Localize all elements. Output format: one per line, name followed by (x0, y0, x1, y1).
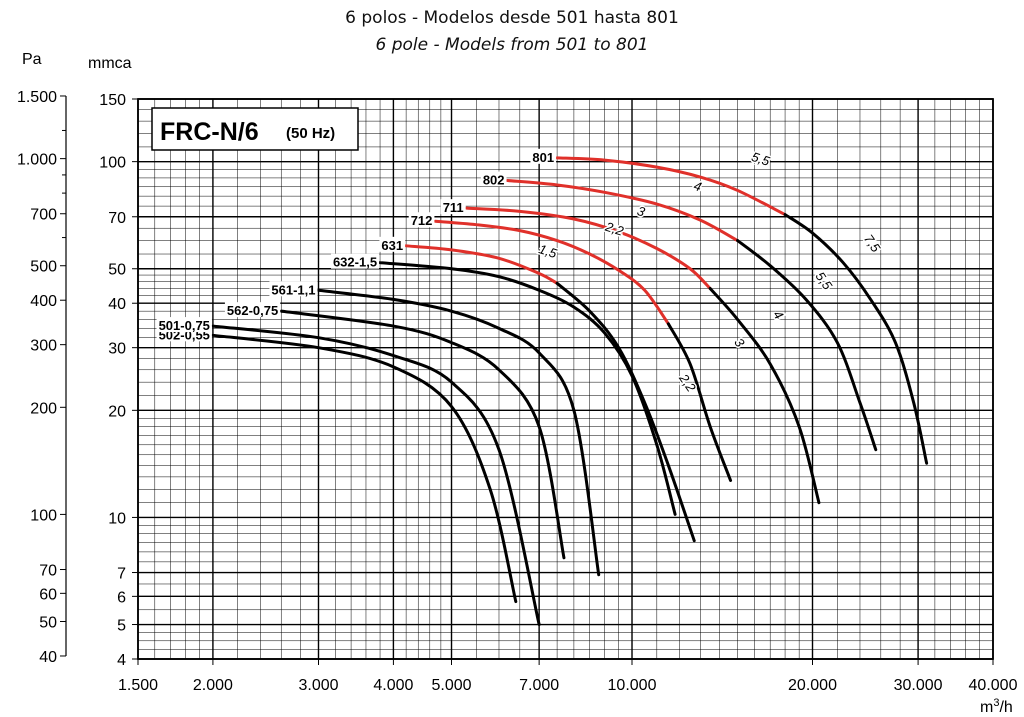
y-tick-label-mmca: 40 (108, 296, 126, 313)
x-tick-label: 3.000 (298, 677, 338, 694)
series-curve-711 (465, 206, 821, 505)
x-tick-label: 1.500 (118, 677, 158, 694)
power-label: 5,5 (750, 149, 773, 169)
chart-title: 6 polos - Modelos desde 501 hasta 801 (345, 8, 679, 28)
curve-segment-optimal (404, 244, 559, 285)
curve-segment (666, 322, 733, 482)
curve-segment (736, 239, 878, 452)
power-label: 4 (692, 178, 704, 195)
power-label: 7,5 (861, 232, 884, 256)
series-curve-802 (506, 179, 878, 452)
series-label-bg (330, 253, 380, 269)
y-tick-label-pa: 700 (30, 207, 57, 224)
curve-segment-optimal (555, 156, 787, 217)
series-curve-801 (555, 156, 929, 465)
curve-segment-optimal (465, 206, 712, 290)
x-tick-label: 2.000 (193, 677, 233, 694)
series-label-bg (224, 302, 281, 318)
y-tick-label-pa: 300 (30, 338, 57, 355)
series-curve-561-1,1 (316, 288, 601, 577)
y-tick-label-mmca: 150 (99, 92, 126, 109)
y-tick-label-mmca: 6 (117, 589, 126, 606)
series-label-bg (269, 281, 318, 297)
y-tick-label-pa: 40 (39, 649, 57, 666)
series-curve-501-0,75 (211, 324, 541, 627)
series-label: 802 (483, 173, 505, 188)
y-tick-label-pa: 400 (30, 293, 57, 310)
y-tick-label-pa: 1.500 (17, 89, 57, 106)
x-tick-label: 10.000 (608, 677, 657, 694)
series-label: 801 (532, 150, 554, 165)
x-tick-label: 5.000 (431, 677, 471, 694)
series-curve-632-1,5 (378, 261, 677, 516)
y-tick-label-pa: 70 (39, 563, 57, 580)
curve-segment-optimal (506, 179, 740, 243)
power-label: 2,2 (603, 219, 627, 239)
y-tick-label-mmca: 30 (108, 341, 126, 358)
y-tick-label-mmca: 50 (108, 262, 126, 279)
x-tick-label: 7.000 (519, 677, 559, 694)
series-curve-712 (433, 219, 733, 482)
curve-segment (783, 213, 929, 465)
curve-segment (378, 261, 677, 516)
x-tick-label: 20.000 (788, 677, 837, 694)
y-tick-label-mmca: 4 (117, 652, 126, 669)
series-label-bg (530, 148, 557, 164)
chart-subtitle: 6 pole - Models from 501 to 801 (375, 35, 649, 55)
series-curve-562-0,75 (279, 309, 566, 560)
series-label-bg (440, 199, 466, 215)
series-label: 561-1,1 (271, 282, 315, 297)
x-axis-unit: m3/h (980, 697, 1013, 716)
plot-frame (137, 98, 994, 660)
curves (211, 156, 929, 627)
series-label-bg (156, 317, 212, 333)
power-label: 2,2 (676, 370, 700, 395)
chart-label: FRC-N/6 (160, 118, 259, 146)
axes: Pa mmca m3/h 1.500 2.000 3.000 4.000 5.000 7.… (17, 51, 1018, 716)
series-curve-502-0,55 (211, 333, 518, 604)
x-tick-label: 30.000 (894, 677, 943, 694)
curve-segment-optimal (433, 219, 670, 326)
y-tick-label-mmca: 5 (117, 618, 126, 635)
curve-segment (708, 286, 821, 505)
y-tick-label-mmca: 10 (108, 510, 126, 527)
power-label: 5,5 (813, 269, 836, 293)
y-tick-label-pa: 500 (30, 259, 57, 276)
x-tick-label: 40.000 (969, 677, 1018, 694)
x-tick-label: 4.000 (373, 677, 413, 694)
y-tick-label-pa: 1.000 (17, 152, 57, 169)
y-tick-label-pa: 100 (30, 507, 57, 524)
series-label-bg (480, 171, 507, 187)
power-label: 4 (770, 308, 786, 323)
y-axis-unit-mmca: mmca (88, 55, 132, 72)
series-label: 501-0,75 (159, 318, 210, 333)
series-label: 712 (411, 213, 433, 228)
grid (137, 98, 994, 660)
curve-segment (555, 281, 696, 543)
y-tick-label-pa: 50 (39, 615, 57, 632)
chart-label-freq: (50 Hz) (286, 125, 335, 142)
curve-segment (279, 309, 566, 560)
y-tick-label-mmca: 100 (99, 155, 126, 172)
curve-segment (316, 288, 601, 577)
y-axis-unit-pa: Pa (22, 51, 42, 68)
y-tick-label-pa: 60 (39, 586, 57, 603)
series-label: 632-1,5 (333, 255, 377, 270)
curve-segment (211, 324, 541, 627)
series-curve-631 (404, 244, 696, 543)
y-tick-label-mmca: 70 (108, 210, 126, 227)
series-label-bg (379, 236, 406, 252)
series-label: 562-0,75 (227, 303, 278, 318)
series-label: 631 (381, 238, 403, 253)
power-label: 1,5 (537, 241, 560, 261)
y-tick-label-mmca: 7 (117, 566, 126, 583)
chart-label-box: FRC-N/6 (50 Hz) (151, 107, 359, 151)
series-label: 711 (443, 200, 464, 215)
curve-segment (211, 333, 518, 604)
series-label-bg (408, 212, 435, 228)
y-tick-label-pa: 200 (30, 400, 57, 417)
y-tick-label-mmca: 20 (108, 403, 126, 420)
